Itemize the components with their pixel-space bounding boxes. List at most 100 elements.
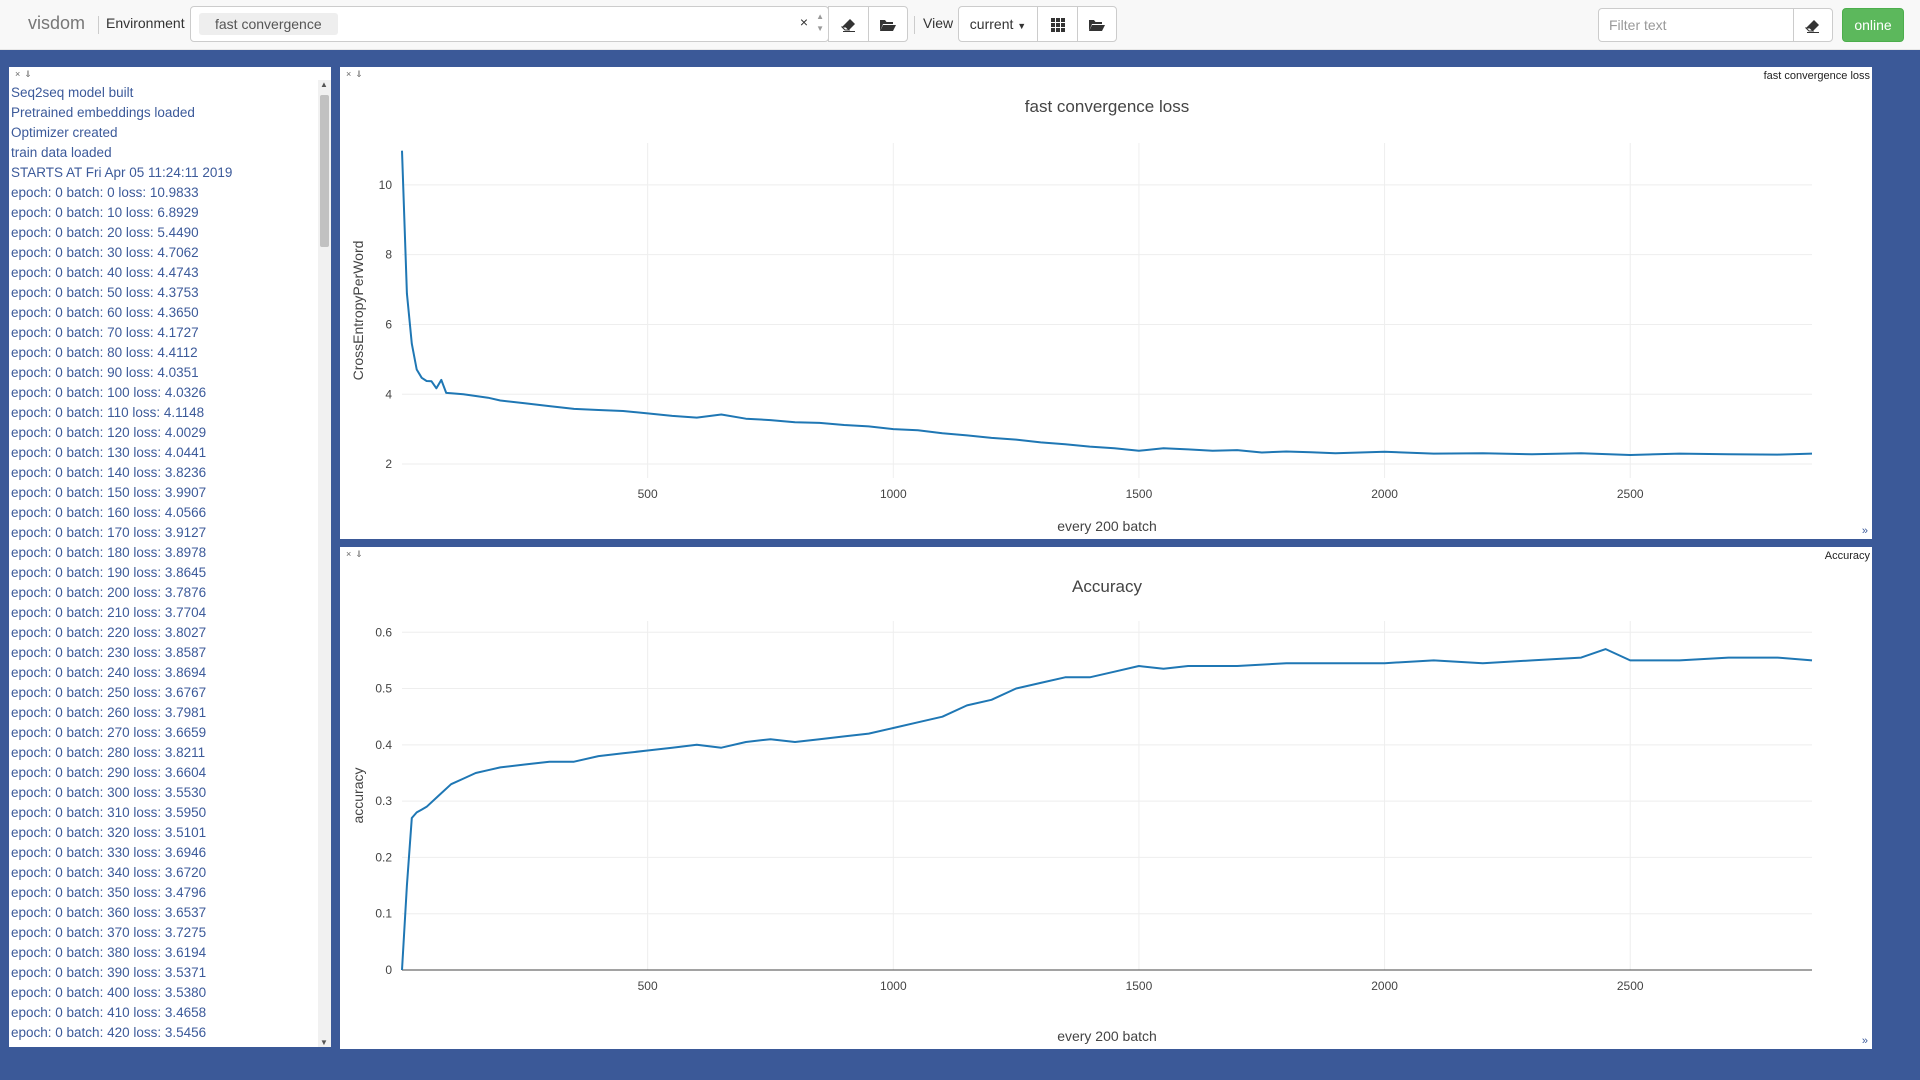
y-tick-label: 10	[379, 178, 393, 192]
clear-filter-button[interactable]	[1793, 8, 1833, 42]
view-dropdown-value: current	[969, 16, 1014, 32]
log-line: epoch: 0 batch: 120 loss: 4.0029	[11, 425, 207, 440]
log-line: epoch: 0 batch: 320 loss: 3.5101	[11, 825, 207, 840]
log-line: epoch: 0 batch: 70 loss: 4.1727	[11, 325, 199, 340]
download-pane-icon[interactable]: ⇓	[355, 549, 367, 559]
environment-select[interactable]: fast convergence × ▲ ▼	[190, 6, 829, 42]
log-line: epoch: 0 batch: 130 loss: 4.0441	[11, 445, 207, 460]
x-axis-label: every 200 batch	[1057, 1028, 1157, 1044]
select-arrows-icon[interactable]: ▲ ▼	[816, 12, 824, 33]
clear-environment-icon[interactable]: ×	[799, 14, 808, 30]
chart-title: Accuracy	[1072, 577, 1142, 596]
y-tick-label: 0.4	[375, 738, 392, 752]
pane-tools: ×⇓	[346, 549, 367, 560]
x-tick-label: 2000	[1371, 487, 1398, 501]
environment-chip[interactable]: fast convergence	[199, 13, 338, 35]
close-pane-icon[interactable]: ×	[346, 69, 356, 79]
log-line: epoch: 0 batch: 250 loss: 3.6767	[11, 685, 207, 700]
nav-divider	[98, 16, 99, 34]
top-navbar: visdom Environment fast convergence × ▲ ▼…	[0, 0, 1920, 50]
log-line: epoch: 0 batch: 20 loss: 5.4490	[11, 225, 199, 240]
download-pane-icon[interactable]: ⇓	[355, 69, 367, 79]
y-tick-label: 6	[385, 317, 392, 331]
x-tick-label: 1500	[1126, 979, 1153, 993]
log-line: epoch: 0 batch: 0 loss: 10.9833	[11, 185, 199, 200]
log-scrollbar-thumb[interactable]	[320, 95, 329, 247]
log-line: epoch: 0 batch: 160 loss: 4.0566	[11, 505, 207, 520]
view-label: View	[923, 15, 954, 31]
log-line: epoch: 0 batch: 290 loss: 3.6604	[11, 765, 207, 780]
log-line: epoch: 0 batch: 260 loss: 3.7981	[11, 705, 207, 720]
y-tick-label: 0.2	[375, 850, 392, 864]
log-scrollbar[interactable]: ▲ ▼	[318, 80, 331, 1047]
y-tick-label: 2	[385, 457, 392, 471]
x-tick-label: 500	[638, 487, 658, 501]
y-axis-label: accuracy	[350, 767, 366, 823]
log-line: epoch: 0 batch: 80 loss: 4.4112	[11, 345, 198, 360]
y-tick-label: 0.5	[375, 682, 392, 696]
chart-title: fast convergence loss	[1025, 97, 1189, 116]
log-line: epoch: 0 batch: 380 loss: 3.6194	[11, 945, 207, 960]
environment-label: Environment	[106, 15, 185, 31]
online-status-button[interactable]: online	[1842, 8, 1904, 42]
x-axis-label: every 200 batch	[1057, 518, 1157, 534]
accuracy-plot-pane: ×⇓ Accuracy 500 1000 1500 2000 2500 0 0.1 0.2 0.…	[340, 547, 1872, 1049]
log-line: epoch: 0 batch: 10 loss: 6.8929	[11, 205, 199, 220]
folder-open-icon	[880, 19, 896, 31]
log-line: epoch: 0 batch: 60 loss: 4.3650	[11, 305, 199, 320]
resize-handle-icon[interactable]: »	[1861, 1035, 1868, 1047]
scroll-down-arrow-icon[interactable]: ▼	[320, 1038, 328, 1047]
resize-handle-icon[interactable]: »	[1861, 525, 1868, 537]
text-log-pane: ×⇓ Seq2seq model built Pretrained embeddi…	[9, 67, 331, 1047]
x-tick-label: 2500	[1617, 979, 1644, 993]
folder-open-icon	[1089, 19, 1105, 31]
download-pane-icon[interactable]: ⇓	[24, 69, 36, 79]
log-line: epoch: 0 batch: 200 loss: 3.7876	[11, 585, 207, 600]
log-line: epoch: 0 batch: 240 loss: 3.8694	[11, 665, 207, 680]
series-line	[401, 648, 1813, 971]
log-line: epoch: 0 batch: 280 loss: 3.8211	[11, 745, 206, 760]
log-line: epoch: 0 batch: 350 loss: 3.4796	[11, 885, 207, 900]
filter-text-input[interactable]	[1598, 8, 1794, 42]
x-tick-label: 1000	[880, 487, 907, 501]
pane-tools: ×⇓	[346, 69, 367, 80]
log-line: epoch: 0 batch: 300 loss: 3.5530	[11, 785, 207, 800]
log-line: epoch: 0 batch: 40 loss: 4.4743	[11, 265, 199, 280]
manage-env-button[interactable]	[868, 6, 908, 42]
clear-env-button[interactable]	[828, 6, 869, 42]
log-line: epoch: 0 batch: 180 loss: 3.8978	[11, 545, 207, 560]
y-tick-label: 4	[385, 387, 392, 401]
log-line: epoch: 0 batch: 190 loss: 3.8645	[11, 565, 207, 580]
y-tick-label: 0.3	[375, 794, 392, 808]
x-tick-label: 500	[638, 979, 658, 993]
close-pane-icon[interactable]: ×	[15, 69, 25, 79]
series-line	[401, 150, 1813, 456]
accuracy-chart[interactable]: 500 1000 1500 2000 2500 0 0.1 0.2 0.3 0.4 0.5 0.6 Ac…	[340, 547, 1872, 1049]
grid-icon	[1050, 18, 1065, 33]
log-line: Optimizer created	[11, 125, 118, 140]
manage-views-button[interactable]	[1077, 6, 1117, 42]
log-line: epoch: 0 batch: 330 loss: 3.6946	[11, 845, 207, 860]
close-pane-icon[interactable]: ×	[346, 549, 356, 559]
loss-chart[interactable]: 500 1000 1500 2000 2500 2 4 6 8 10 fast convergenc…	[340, 67, 1872, 539]
y-tick-label: 0.6	[375, 625, 392, 639]
y-tick-label: 8	[385, 248, 392, 262]
y-axis-label: CrossEntropyPerWord	[350, 241, 366, 381]
eraser-icon	[840, 19, 855, 33]
log-line: epoch: 0 batch: 210 loss: 3.7704	[11, 605, 207, 620]
loss-plot-pane: ×⇓ fast convergence loss 500 1000 1500 2000…	[340, 67, 1872, 539]
log-line: epoch: 0 batch: 420 loss: 3.5456	[11, 1025, 207, 1040]
eraser-icon	[1804, 20, 1819, 34]
scroll-up-arrow-icon[interactable]: ▲	[320, 80, 328, 89]
log-line: epoch: 0 batch: 30 loss: 4.7062	[11, 245, 199, 260]
log-line: epoch: 0 batch: 220 loss: 3.8027	[11, 625, 207, 640]
log-line: epoch: 0 batch: 50 loss: 4.3753	[11, 285, 199, 300]
log-line: epoch: 0 batch: 90 loss: 4.0351	[11, 365, 199, 380]
brand-logo[interactable]: visdom	[28, 13, 86, 33]
x-tick-label: 2000	[1371, 979, 1398, 993]
view-dropdown[interactable]: current ▼	[958, 6, 1038, 42]
pane-title: fast convergence loss	[1763, 70, 1870, 82]
repack-layout-button[interactable]	[1037, 6, 1078, 42]
log-line: epoch: 0 batch: 370 loss: 3.7275	[11, 925, 207, 940]
log-line: epoch: 0 batch: 140 loss: 3.8236	[11, 465, 207, 480]
